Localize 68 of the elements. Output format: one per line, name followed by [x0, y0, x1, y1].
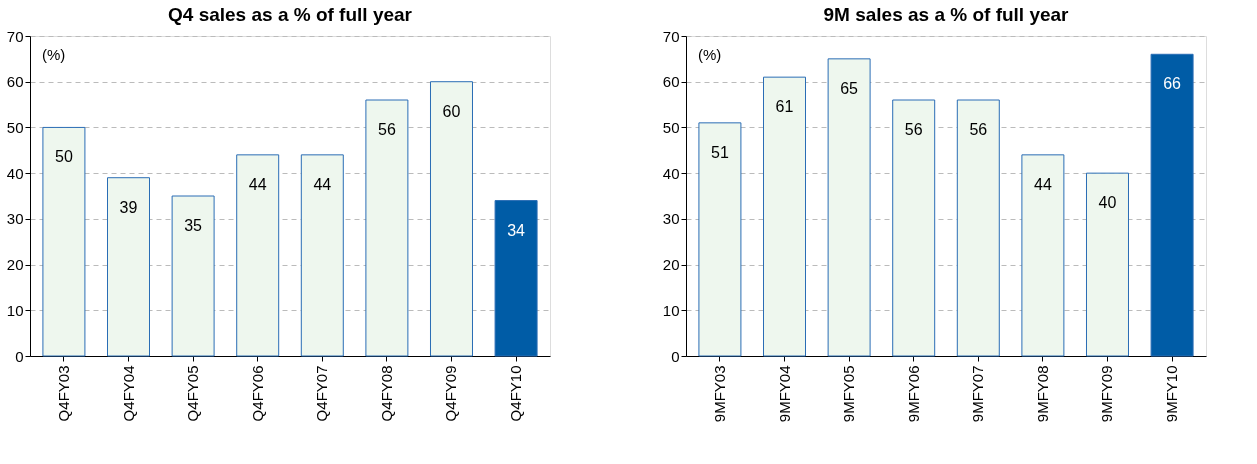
x-tick-label: Q4FY04 — [119, 365, 137, 422]
bar — [1086, 172, 1129, 357]
bar — [763, 76, 806, 357]
bar — [42, 126, 86, 357]
y-tick-label: 10 — [6, 301, 24, 319]
x-tick-label: 9MFY08 — [1033, 365, 1051, 423]
y-tick-label: 40 — [6, 164, 24, 182]
x-tick-label: Q4FY06 — [248, 365, 266, 422]
bar — [365, 99, 409, 357]
x-tick-label: 9MFY07 — [969, 365, 987, 423]
x-tick-label: 9MFY10 — [1163, 365, 1181, 423]
y-tick-label: 60 — [6, 73, 24, 91]
chart-title: Q4 sales as a % of full year — [168, 4, 413, 25]
y-tick-label: 30 — [662, 210, 680, 228]
x-tick-label: Q4FY09 — [442, 365, 460, 422]
data-label: 65 — [840, 79, 859, 97]
data-label: 34 — [507, 221, 526, 239]
data-label: 50 — [55, 148, 73, 166]
y-tick-label: 50 — [6, 118, 24, 136]
y-tick-label: 60 — [662, 73, 680, 91]
data-label: 39 — [119, 198, 138, 216]
y-tick-label: 50 — [662, 118, 680, 136]
x-tick-label: Q4FY07 — [313, 365, 331, 422]
x-tick-label: Q4FY05 — [184, 365, 202, 422]
y-tick-label: 70 — [662, 27, 680, 45]
data-label: 44 — [313, 175, 332, 193]
y-tick-label: 10 — [662, 301, 680, 319]
data-label: 40 — [1098, 194, 1117, 212]
y-tick-label: 0 — [671, 347, 680, 365]
chart-title: 9M sales as a % of full year — [823, 4, 1070, 25]
x-tick-label: Q4FY10 — [507, 365, 525, 422]
data-label: 60 — [442, 102, 461, 120]
data-label: 44 — [1034, 175, 1052, 193]
bar — [494, 200, 538, 357]
y-tick-label: 20 — [662, 256, 680, 274]
bar — [171, 195, 215, 357]
bar — [698, 122, 742, 357]
y-tick-label: 40 — [662, 164, 680, 182]
bar — [107, 177, 150, 357]
data-label: 56 — [904, 121, 923, 138]
y-tick-label: 30 — [6, 210, 24, 228]
data-label: 35 — [184, 217, 203, 234]
bar — [956, 99, 1000, 357]
data-label: 56 — [378, 121, 396, 138]
x-tick-label: 9MFY04 — [775, 365, 793, 423]
x-tick-label: 9MFY06 — [904, 365, 922, 423]
x-tick-label: 9MFY09 — [1098, 365, 1116, 423]
data-label: 61 — [775, 98, 794, 116]
annotation: (%) — [42, 46, 66, 63]
data-label: 66 — [1163, 75, 1182, 93]
data-label: 56 — [969, 121, 988, 138]
x-tick-label: 9MFY05 — [840, 365, 858, 423]
data-label: 44 — [248, 175, 267, 193]
data-label: 51 — [711, 143, 729, 161]
x-tick-label: 9MFY03 — [710, 365, 728, 423]
bar — [236, 154, 280, 357]
bar — [300, 154, 344, 357]
bar — [430, 81, 473, 357]
y-tick-label: 20 — [6, 256, 24, 274]
bar — [892, 99, 936, 357]
bar — [1150, 53, 1194, 357]
y-tick-label: 0 — [15, 347, 24, 365]
x-tick-label: Q4FY03 — [54, 365, 72, 422]
x-tick-label: Q4FY08 — [377, 365, 395, 422]
y-tick-label: 70 — [6, 27, 24, 45]
annotation: (%) — [698, 46, 722, 63]
bar — [827, 58, 871, 357]
bar — [1021, 154, 1065, 357]
